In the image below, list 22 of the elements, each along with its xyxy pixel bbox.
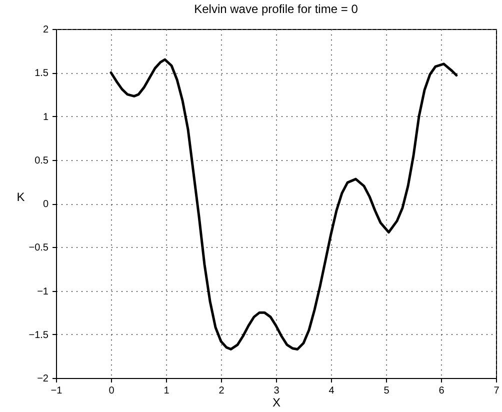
- x-tick-label: −1: [50, 386, 63, 396]
- x-tick-label: 7: [494, 386, 500, 396]
- y-tick-label: 1.5: [34, 68, 49, 80]
- y-tick-label: 2: [42, 24, 49, 36]
- y-tick-label: 0: [42, 199, 49, 210]
- y-tick-label: 0.5: [34, 155, 49, 166]
- x-tick-label: 0: [108, 386, 115, 396]
- x-tick-label: 2: [218, 386, 225, 396]
- x-tick-label: 6: [438, 386, 445, 396]
- y-tick-label: −1: [37, 286, 49, 298]
- y-tick-label: −2: [37, 374, 49, 384]
- x-tick-label: 5: [384, 386, 390, 396]
- y-tick-label: −1.5: [28, 330, 49, 341]
- y-axis-title: K: [16, 190, 25, 204]
- x-axis-title: X: [272, 396, 281, 410]
- x-tick-label: 3: [274, 386, 280, 396]
- x-tick-label: 4: [328, 386, 335, 396]
- line-series: [110, 58, 458, 350]
- x-tick-label: 1: [164, 386, 170, 396]
- y-tick-label: −0.5: [28, 242, 49, 254]
- y-tick-label: 1: [42, 112, 49, 123]
- chart-title: Kelvin wave profile for time = 0: [194, 2, 358, 16]
